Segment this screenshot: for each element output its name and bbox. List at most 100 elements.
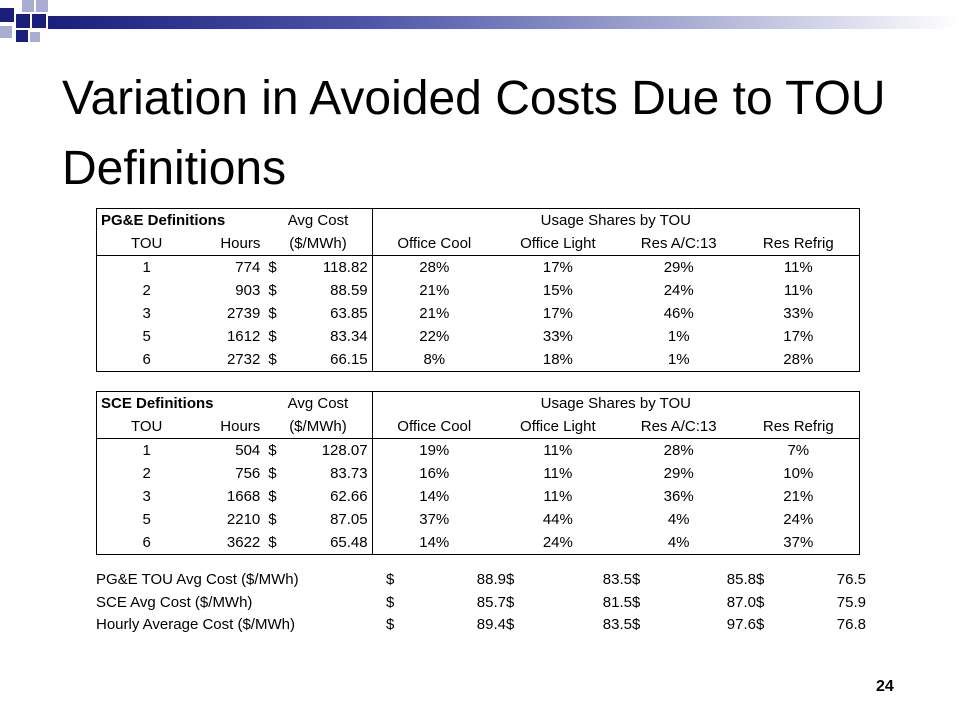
res-refrig-cell: 28% bbox=[783, 351, 814, 368]
res-ac-cell: 36% bbox=[663, 488, 694, 505]
deco-square bbox=[30, 32, 40, 42]
office-cool-cell: 14% bbox=[419, 534, 450, 551]
hours-cell: 756 bbox=[235, 465, 261, 482]
table-row: 5 1612 $83.34 22% 33% 1% 17% bbox=[97, 325, 860, 348]
office-cool-cell: 14% bbox=[419, 488, 450, 505]
hours-cell: 1668 bbox=[226, 488, 261, 505]
res-ac-cell: 24% bbox=[663, 282, 694, 299]
table-row: 2 756 $83.73 16% 11% 29% 10% bbox=[97, 462, 860, 485]
usage-shares-header: Usage Shares by TOU bbox=[540, 395, 691, 412]
currency-sign: $ bbox=[268, 351, 277, 368]
office-cool-cell: 19% bbox=[419, 442, 450, 459]
col-res-refrig: Res Refrig bbox=[737, 232, 860, 256]
avg-cost-cell: 128.07 bbox=[321, 442, 368, 459]
currency-sign: $ bbox=[386, 593, 395, 611]
deco-square bbox=[16, 14, 30, 28]
office-light-cell: 24% bbox=[542, 534, 573, 551]
office-light-cell: 11% bbox=[543, 465, 573, 482]
slide-title: Variation in Avoided Costs Due to TOU De… bbox=[62, 72, 886, 195]
office-cool-cell: 16% bbox=[419, 465, 450, 482]
currency-sign: $ bbox=[268, 465, 277, 482]
tou-cell: 6 bbox=[142, 351, 151, 368]
hours-cell: 903 bbox=[235, 282, 261, 299]
summary-res-refrig: 76.5 bbox=[836, 571, 866, 588]
tou-cell: 3 bbox=[142, 305, 151, 322]
corner-decoration bbox=[0, 0, 960, 60]
res-refrig-cell: 10% bbox=[783, 465, 814, 482]
table-header-row: TOU Hours ($/MWh) Office Cool Office Lig… bbox=[96, 232, 860, 256]
deco-square bbox=[0, 26, 12, 38]
office-light-cell: 15% bbox=[542, 282, 573, 299]
hours-cell: 2732 bbox=[226, 351, 261, 368]
col-office-light: Office Light bbox=[495, 232, 620, 256]
table-header-row: SCE Definitions Avg Cost Usage Shares by… bbox=[97, 391, 860, 415]
tou-cell: 2 bbox=[142, 282, 151, 299]
summary-row: SCE Avg Cost ($/MWh) $ 85.7 $ 81.5 $ 87.… bbox=[96, 592, 866, 615]
res-refrig-cell: 11% bbox=[783, 282, 813, 299]
avg-cost-cell: 88.59 bbox=[330, 282, 368, 299]
res-ac-cell: 29% bbox=[663, 465, 694, 482]
currency-sign: $ bbox=[268, 259, 277, 276]
res-refrig-cell: 21% bbox=[783, 488, 814, 505]
tou-cell: 5 bbox=[142, 328, 151, 345]
tou-cell: 1 bbox=[142, 442, 151, 459]
office-cool-cell: 21% bbox=[419, 305, 450, 322]
hours-cell: 2210 bbox=[226, 511, 261, 528]
table-row: 3 2739 $63.85 21% 17% 46% 33% bbox=[97, 302, 860, 325]
sce-definitions-table: SCE Definitions Avg Cost Usage Shares by… bbox=[96, 391, 860, 555]
summary-office-cool: 85.7 bbox=[476, 593, 506, 611]
table-caption: PG&E Definitions bbox=[101, 212, 226, 229]
currency-sign: $ bbox=[756, 593, 765, 611]
col-tou: TOU bbox=[96, 232, 197, 256]
tou-cell: 2 bbox=[142, 465, 151, 482]
col-office-cool: Office Cool bbox=[372, 415, 496, 439]
res-ac-cell: 1% bbox=[667, 328, 690, 345]
summary-res-ac: 97.6 bbox=[726, 616, 756, 633]
office-light-cell: 33% bbox=[542, 328, 573, 345]
col-res-ac: Res A/C:13 bbox=[619, 415, 738, 439]
currency-sign: $ bbox=[632, 616, 641, 633]
avg-cost-cell: 63.85 bbox=[330, 305, 368, 322]
office-cool-cell: 28% bbox=[419, 259, 450, 276]
currency-sign: $ bbox=[268, 442, 277, 459]
currency-sign: $ bbox=[268, 511, 277, 528]
avg-cost-cell: 83.34 bbox=[330, 328, 368, 345]
currency-sign: $ bbox=[386, 571, 395, 588]
office-light-cell: 11% bbox=[543, 442, 573, 459]
col-hours: Hours bbox=[196, 415, 265, 439]
office-light-cell: 17% bbox=[542, 259, 573, 276]
currency-sign: $ bbox=[268, 328, 277, 345]
office-light-cell: 17% bbox=[542, 305, 573, 322]
res-refrig-cell: 11% bbox=[783, 259, 813, 276]
col-hours: Hours bbox=[196, 232, 265, 256]
office-light-cell: 11% bbox=[543, 488, 573, 505]
currency-sign: $ bbox=[268, 282, 277, 299]
hours-cell: 2739 bbox=[226, 305, 261, 322]
office-cool-cell: 37% bbox=[419, 511, 450, 528]
currency-sign: $ bbox=[632, 571, 641, 588]
col-res-refrig: Res Refrig bbox=[737, 415, 860, 439]
hours-cell: 774 bbox=[235, 259, 261, 276]
office-cool-cell: 8% bbox=[423, 351, 446, 368]
currency-sign: $ bbox=[268, 488, 277, 505]
table-row: 2 903 $88.59 21% 15% 24% 11% bbox=[97, 279, 860, 302]
office-cool-cell: 21% bbox=[419, 282, 450, 299]
res-refrig-cell: 7% bbox=[787, 442, 810, 459]
deco-square bbox=[16, 30, 28, 42]
summary-office-light: 83.5 bbox=[602, 616, 632, 633]
deco-square bbox=[22, 0, 34, 12]
currency-sign: $ bbox=[632, 593, 641, 611]
hours-cell: 3622 bbox=[226, 534, 261, 551]
col-avg-cost-unit: ($/MWh) bbox=[264, 415, 373, 439]
deco-square bbox=[32, 14, 46, 28]
res-refrig-cell: 37% bbox=[783, 534, 814, 551]
col-office-light: Office Light bbox=[495, 415, 620, 439]
summary-label: PG&E TOU Avg Cost ($/MWh) bbox=[96, 571, 299, 588]
avg-cost-header: Avg Cost bbox=[264, 391, 373, 415]
summary-row: Hourly Average Cost ($/MWh) $ 89.4 $ 83.… bbox=[96, 614, 866, 637]
col-res-ac: Res A/C:13 bbox=[619, 232, 738, 256]
tou-cell: 6 bbox=[142, 534, 151, 551]
table-header-row: TOU Hours ($/MWh) Office Cool Office Lig… bbox=[96, 415, 860, 439]
res-ac-cell: 1% bbox=[667, 351, 690, 368]
avg-cost-cell: 65.48 bbox=[330, 534, 368, 551]
